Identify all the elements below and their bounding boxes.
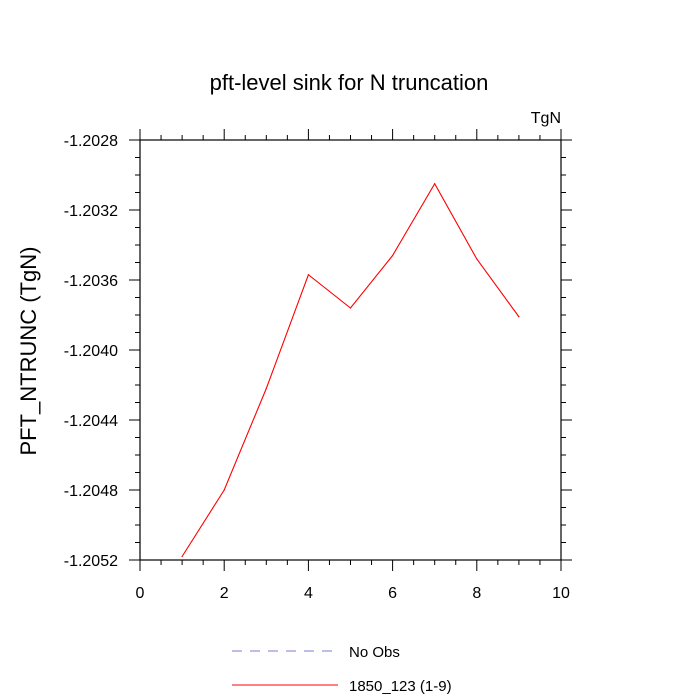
legend-label-no-obs: No Obs — [349, 644, 400, 661]
legend: No Obs 1850_123 (1-9) — [232, 644, 452, 695]
x-tick-labels: 0 2 4 6 8 10 — [136, 585, 570, 602]
x-tick-label: 10 — [552, 585, 570, 602]
axis-ticks — [129, 129, 572, 571]
x-tick-label: 6 — [388, 585, 397, 602]
data-point — [181, 555, 183, 558]
data-point — [518, 316, 520, 318]
x-tick-label: 0 — [136, 585, 145, 602]
y-tick-label: -1.2036 — [64, 273, 118, 290]
y-tick-label: -1.2028 — [64, 133, 118, 150]
series-group — [181, 182, 520, 558]
data-point — [392, 254, 394, 257]
y-tick-labels: -1.2028 -1.2032 -1.2036 -1.2040 -1.2044 -1.20… — [64, 133, 118, 570]
chart-title: pft-level sink for N truncation — [210, 70, 489, 95]
y-tick-label: -1.2040 — [64, 343, 118, 360]
units-label: TgN — [531, 110, 561, 127]
x-tick-label: 8 — [472, 585, 481, 602]
y-axis-label: PFT_NTRUNC (TgN) — [16, 247, 41, 456]
y-tick-label: -1.2048 — [64, 483, 118, 500]
plot-frame — [139, 139, 562, 561]
data-point — [265, 387, 267, 390]
data-point — [434, 183, 436, 185]
x-tick-label: 2 — [220, 585, 229, 602]
data-point — [223, 489, 225, 491]
series-line — [181, 182, 520, 557]
y-tick-label: -1.2052 — [64, 553, 118, 570]
data-point — [476, 258, 478, 260]
data-point — [349, 307, 352, 309]
x-tick-label: 4 — [304, 585, 313, 602]
y-tick-label: -1.2032 — [64, 203, 118, 220]
y-tick-label: -1.2044 — [64, 413, 118, 430]
legend-label-series: 1850_123 (1-9) — [349, 678, 452, 695]
data-point — [307, 274, 309, 276]
